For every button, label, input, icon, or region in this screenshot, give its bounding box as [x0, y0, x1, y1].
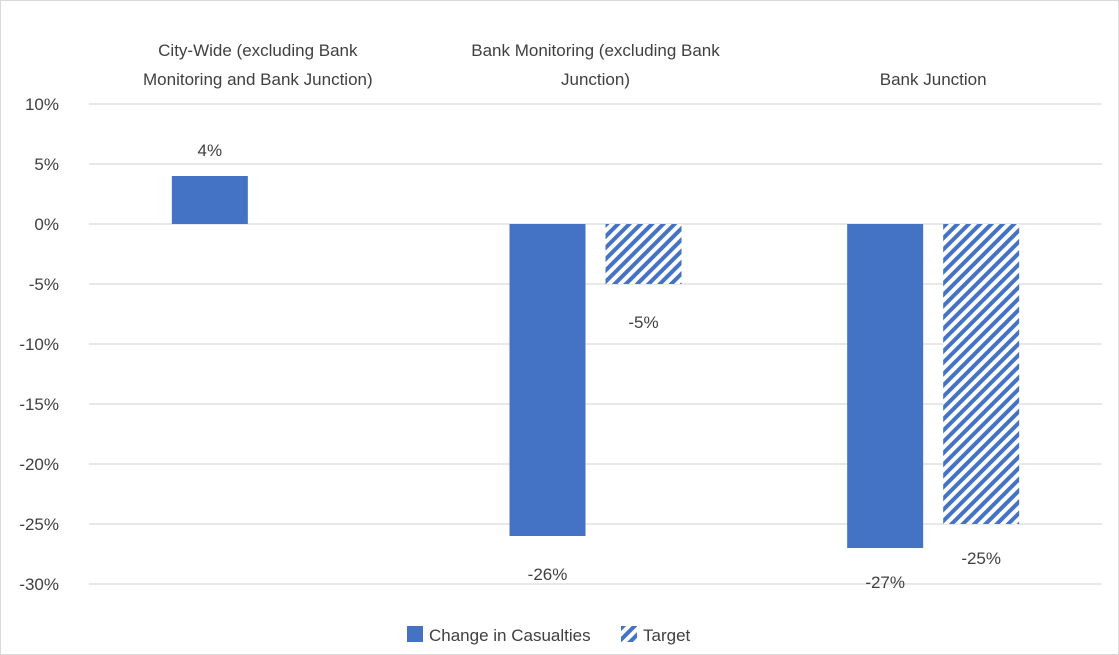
bar-target [605, 224, 682, 284]
y-tick-label: -30% [19, 575, 59, 594]
y-axis-tick-labels: 10% 5% 0% -5% -10% -15% -20% -25% -30% [19, 95, 59, 594]
legend-swatch [407, 626, 423, 642]
data-label: -25% [961, 549, 1001, 568]
bar-change-in-casualties [509, 224, 586, 536]
data-label: 4% [198, 141, 223, 160]
y-tick-label: -25% [19, 515, 59, 534]
category-labels: City-Wide (excluding Bank Monitoring and … [143, 41, 987, 89]
y-tick-label: 5% [34, 155, 59, 174]
data-label: -5% [628, 313, 658, 332]
category-label: City-Wide (excluding Bank Monitoring and … [143, 41, 373, 89]
gridlines [89, 103, 1102, 585]
legend-swatch [621, 626, 637, 642]
legend: Change in Casualties Target [407, 626, 691, 645]
data-labels: 4% -26% -5% -27% -25% [198, 141, 1001, 592]
bar-change-in-casualties [171, 176, 248, 224]
y-tick-label: -5% [29, 275, 59, 294]
bar-target [943, 224, 1020, 524]
category-label: Bank Monitoring (excluding Bank Junction) [471, 41, 720, 89]
legend-label: Target [643, 626, 691, 645]
category-label: Bank Junction [880, 70, 987, 89]
y-tick-label: 0% [34, 215, 59, 234]
y-tick-label: 10% [25, 95, 59, 114]
bar-change-in-casualties [847, 224, 924, 548]
data-label: -26% [528, 565, 568, 584]
y-tick-label: -15% [19, 395, 59, 414]
bars [171, 176, 1020, 548]
data-label: -27% [865, 573, 905, 592]
y-tick-label: -20% [19, 455, 59, 474]
y-tick-label: -10% [19, 335, 59, 354]
legend-label: Change in Casualties [429, 626, 591, 645]
